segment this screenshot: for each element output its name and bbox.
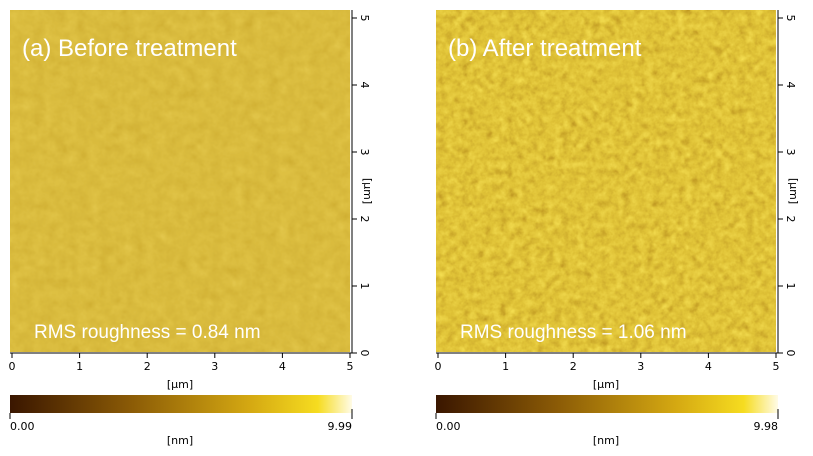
x-tick-label: 1 [502,360,509,373]
x-tick-label: 3 [637,360,644,373]
x-tick-label: 0 [9,360,16,373]
y-tick-label: 1 [358,283,371,290]
colorbar-min: 0.00 [436,420,461,433]
y-tick-label: 0 [358,350,371,357]
afm-image [436,10,776,352]
colorbar [10,395,352,413]
panel: (a) Before treatment RMS roughness = 0.84… [9,10,374,447]
colorbar-max: 9.99 [328,420,353,433]
colorbar-unit: [nm] [167,434,193,447]
panel-title: (a) Before treatment [22,35,237,62]
x-unit: [µm] [167,378,193,391]
x-tick-label: 2 [570,360,577,373]
y-tick-label: 2 [358,216,371,223]
x-tick-label: 4 [279,360,286,373]
y-unit: [µm] [787,178,800,204]
y-tick-label: 4 [784,82,797,89]
y-unit: [µm] [361,178,374,204]
rms-annotation: RMS roughness = 1.06 nm [460,322,687,343]
colorbar-unit: [nm] [593,434,619,447]
panel: (b) After treatment RMS roughness = 1.06 … [435,10,800,447]
x-tick-label: 4 [705,360,712,373]
colorbar-min: 0.00 [10,420,35,433]
y-tick-label: 5 [358,15,371,22]
y-tick-label: 0 [784,350,797,357]
x-tick-label: 2 [144,360,151,373]
y-tick-label: 5 [784,15,797,22]
colorbar [436,395,778,413]
x-tick-label: 5 [347,360,354,373]
x-tick-label: 1 [76,360,83,373]
x-tick-label: 0 [435,360,442,373]
x-tick-label: 5 [773,360,780,373]
y-tick-label: 3 [784,149,797,156]
y-tick-label: 3 [358,149,371,156]
panel-title: (b) After treatment [448,35,642,62]
x-unit: [µm] [593,378,619,391]
colorbar-max: 9.98 [754,420,779,433]
afm-image [10,10,350,352]
x-tick-label: 3 [211,360,218,373]
rms-annotation: RMS roughness = 0.84 nm [34,322,261,343]
y-tick-label: 4 [358,82,371,89]
y-tick-label: 1 [784,283,797,290]
y-tick-label: 2 [784,216,797,223]
